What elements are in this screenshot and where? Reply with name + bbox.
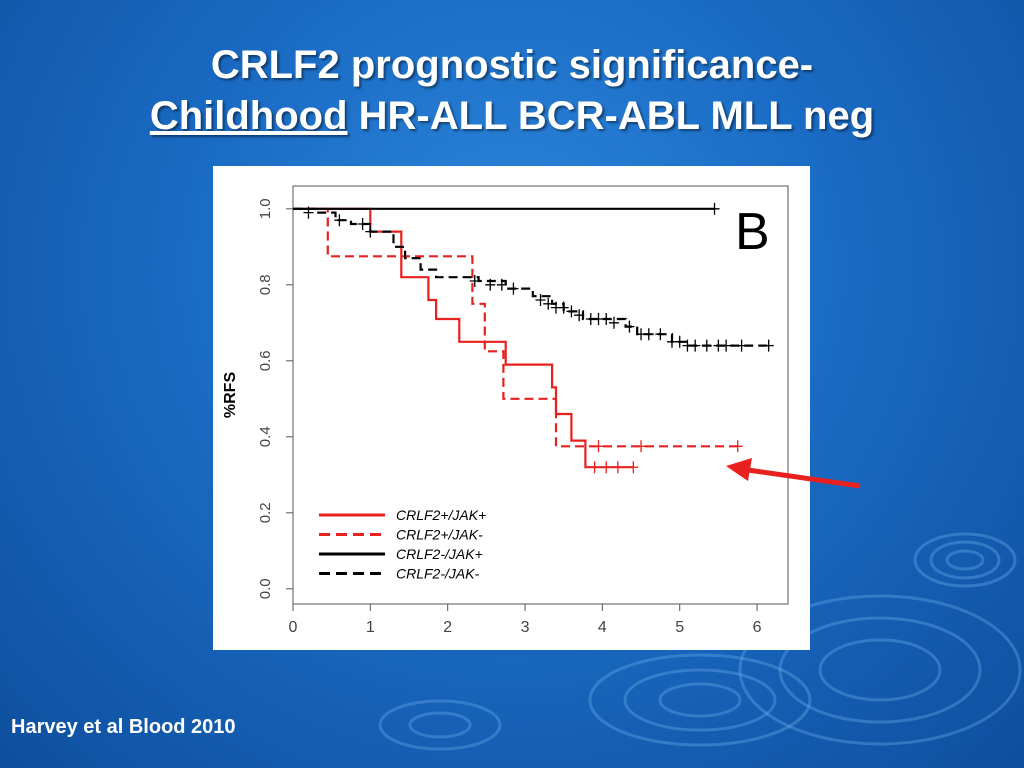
- censor-mark-3-8: [535, 294, 546, 306]
- censor-mark-3-9: [543, 297, 554, 310]
- x-tick-label-6: 6: [753, 619, 762, 636]
- title-line-2: Childhood HR-ALL BCR-ABL MLL neg: [40, 91, 984, 142]
- title-line-1: CRLF2 prognostic significance-: [210, 43, 814, 87]
- censor-mark-3-29: [736, 339, 747, 352]
- slide-title: CRLF2 prognostic significance- Childhood…: [40, 40, 984, 142]
- km-chart-panel: 0 1 2 3 4 5 6 0.0 0.2 0.4 0.6 0.8 1.0 %RFS B CRLF2+/JAK…: [213, 166, 810, 650]
- censor-mark-0-0: [589, 461, 600, 474]
- arrow-shaft: [747, 467, 861, 489]
- y-tick-label-1: 0.2: [257, 502, 274, 523]
- x-tick-label-1: 1: [366, 619, 375, 636]
- x-tick-label-0: 0: [289, 619, 298, 636]
- censor-mark-0-1: [601, 461, 612, 474]
- x-tick-label-2: 2: [443, 619, 452, 636]
- censor-mark-3-4: [469, 275, 480, 287]
- legend-label-3: CRLF2-/JAK-: [396, 566, 480, 582]
- series-line-1: [308, 207, 742, 448]
- censor-mark-3-5: [485, 278, 496, 291]
- censor-mark-3-3: [365, 225, 376, 238]
- censor-mark-3-25: [690, 339, 701, 352]
- x-tick-label-4: 4: [598, 619, 607, 636]
- censor-mark-3-7: [508, 282, 519, 295]
- censor-mark-3-11: [558, 301, 569, 314]
- series-line-3: [293, 207, 773, 347]
- censor-mark-0-2: [612, 461, 623, 474]
- y-tick-label-0: 0.0: [257, 578, 274, 599]
- censor-mark-3-30: [763, 339, 774, 352]
- censor-mark-3-2: [357, 218, 368, 230]
- censor-mark-3-6: [496, 278, 507, 291]
- legend-label-1: CRLF2+/JAK-: [396, 527, 483, 543]
- panel-label: B: [735, 203, 770, 261]
- title-underlined-word: Childhood: [149, 94, 348, 138]
- y-tick-label-3: 0.6: [257, 350, 274, 371]
- y-tick-label-2: 0.4: [257, 426, 274, 447]
- y-tick-label-5: 1.0: [257, 198, 274, 219]
- citation: Harvey et al Blood 2010: [11, 716, 236, 738]
- km-chart: 0 1 2 3 4 5 6 0.0 0.2 0.4 0.6 0.8 1.0 %RFS B CRLF2+/JAK…: [222, 185, 789, 636]
- censor-mark-3-13: [574, 309, 585, 322]
- censor-mark-3-12: [566, 305, 577, 318]
- legend-label-2: CRLF2-/JAK+: [396, 546, 483, 562]
- censor-mark-3-20: [643, 328, 654, 341]
- legend-label-0: CRLF2+/JAK+: [396, 507, 486, 523]
- plot-frame: [292, 185, 789, 605]
- censor-mark-1-0: [593, 440, 604, 453]
- censor-mark-3-16: [601, 313, 612, 325]
- censor-mark-3-28: [721, 339, 732, 352]
- x-tick-label-3: 3: [521, 619, 530, 636]
- censor-mark-3-17: [608, 316, 619, 329]
- title-line-2-rest: HR-ALL BCR-ABL MLL neg: [347, 94, 875, 138]
- censor-mark-3-18: [624, 320, 635, 333]
- censor-mark-3-23: [674, 335, 685, 348]
- y-axis-title: %RFS: [222, 372, 239, 419]
- censor-mark-3-0: [303, 206, 314, 219]
- y-tick-label-4: 0.8: [257, 274, 274, 295]
- censor-mark-0-3: [628, 461, 639, 474]
- censor-mark-2-0: [709, 202, 720, 215]
- censor-mark-1-1: [636, 440, 647, 453]
- censor-mark-3-1: [334, 214, 345, 227]
- series-line-0: [293, 207, 634, 469]
- x-tick-label-5: 5: [675, 619, 684, 636]
- censor-mark-3-21: [655, 328, 666, 341]
- censor-mark-1-2: [732, 440, 743, 453]
- censor-mark-3-26: [701, 339, 712, 352]
- arrow-head: [726, 458, 752, 481]
